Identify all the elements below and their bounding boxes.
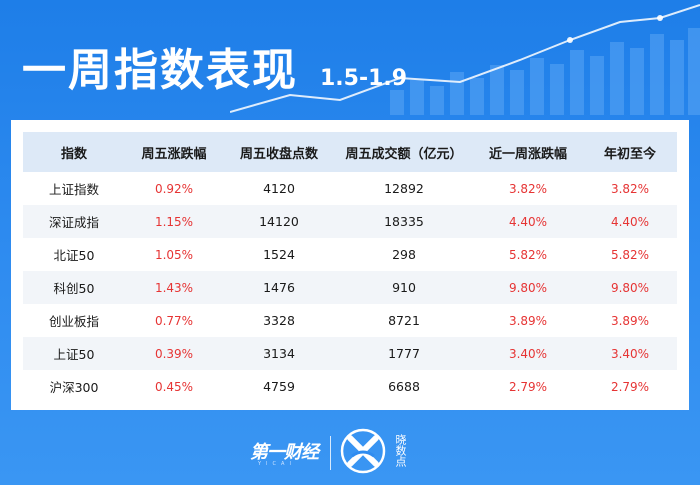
cell-index-name: 深证成指 bbox=[23, 205, 125, 238]
cell-fri-turnover: 18335 bbox=[335, 205, 473, 238]
cell-fri-change: 1.05% bbox=[154, 247, 194, 262]
index-performance-table: 指数 周五涨跌幅 周五收盘点数 周五成交额（亿元） 近一周涨跌幅 年初至今 上证… bbox=[23, 132, 677, 403]
column-header-index: 指数 bbox=[23, 132, 125, 172]
cell-fri-close: 3134 bbox=[223, 337, 335, 370]
cell-week-change: 9.80% bbox=[473, 271, 583, 304]
cell-fri-close: 14120 bbox=[223, 205, 335, 238]
column-header-ytd: 年初至今 bbox=[583, 132, 677, 172]
table-row: 科创50 1.43% 1476 910 9.80% 9.80% bbox=[23, 271, 677, 304]
cell-fri-turnover: 1777 bbox=[335, 337, 473, 370]
cell-index-name: 科创50 bbox=[23, 271, 125, 304]
column-header-fri-turnover: 周五成交额（亿元） bbox=[335, 132, 473, 172]
cell-fri-turnover: 8721 bbox=[388, 313, 420, 328]
cell-ytd: 4.40% bbox=[583, 205, 677, 238]
table-row: 上证指数 0.92% 4120 12892 3.82% 3.82% bbox=[23, 172, 677, 205]
cell-fri-close: 4120 bbox=[263, 181, 295, 196]
cell-index-name: 北证50 bbox=[53, 248, 95, 263]
column-header-week-change: 近一周涨跌幅 bbox=[473, 132, 583, 172]
decorative-trend-line bbox=[230, 4, 700, 113]
cell-ytd: 3.40% bbox=[583, 337, 677, 370]
table-row: 沪深300 0.45% 4759 6688 2.79% 2.79% bbox=[23, 370, 677, 403]
xiaoshudian-logo-icon bbox=[340, 428, 386, 474]
cell-ytd: 3.89% bbox=[610, 313, 650, 328]
cell-week-change: 4.40% bbox=[473, 205, 583, 238]
cell-fri-change: 0.77% bbox=[154, 313, 194, 328]
footer-brand-bar: 第一财经 YICAI 晓数点 bbox=[0, 418, 700, 485]
footer-divider bbox=[330, 436, 331, 470]
decorative-bar-graphic bbox=[390, 28, 700, 115]
cell-index-name: 沪深300 bbox=[49, 380, 99, 395]
cell-week-change: 3.89% bbox=[508, 313, 548, 328]
cell-fri-turnover: 12892 bbox=[384, 181, 424, 196]
cell-index-name: 上证指数 bbox=[48, 182, 99, 197]
cell-fri-turnover: 6688 bbox=[388, 379, 420, 394]
cell-week-change: 3.82% bbox=[508, 181, 548, 196]
index-table-card: 指数 周五涨跌幅 周五收盘点数 周五成交额（亿元） 近一周涨跌幅 年初至今 上证… bbox=[11, 120, 689, 410]
column-header-fri-change: 周五涨跌幅 bbox=[125, 132, 223, 172]
cell-fri-change: 0.45% bbox=[154, 379, 194, 394]
column-header-fri-close: 周五收盘点数 bbox=[223, 132, 335, 172]
cell-week-change: 5.82% bbox=[508, 247, 548, 262]
cell-fri-close: 4759 bbox=[263, 379, 295, 394]
date-range: 1.5-1.9 bbox=[320, 66, 408, 91]
cell-fri-change: 0.92% bbox=[154, 181, 194, 196]
cell-fri-turnover: 298 bbox=[392, 247, 416, 262]
cell-week-change: 2.79% bbox=[508, 379, 548, 394]
cell-fri-turnover: 910 bbox=[335, 271, 473, 304]
table-row: 深证成指 1.15% 14120 18335 4.40% 4.40% bbox=[23, 205, 677, 238]
cell-fri-close: 1476 bbox=[223, 271, 335, 304]
table-header-row: 指数 周五涨跌幅 周五收盘点数 周五成交额（亿元） 近一周涨跌幅 年初至今 bbox=[23, 132, 677, 172]
cell-fri-change: 1.43% bbox=[125, 271, 223, 304]
xiaoshudian-logo-text: 晓数点 bbox=[394, 434, 407, 467]
cell-index-name: 上证50 bbox=[23, 337, 125, 370]
cell-fri-change: 0.39% bbox=[125, 337, 223, 370]
table-row: 北证50 1.05% 1524 298 5.82% 5.82% bbox=[23, 238, 677, 271]
cell-ytd: 2.79% bbox=[610, 379, 650, 394]
cell-week-change: 3.40% bbox=[473, 337, 583, 370]
cell-ytd: 9.80% bbox=[583, 271, 677, 304]
cell-fri-close: 1524 bbox=[263, 247, 295, 262]
header: 一周指数表现 1.5-1.9 bbox=[22, 34, 407, 98]
cell-index-name: 创业板指 bbox=[48, 314, 99, 329]
table-row: 创业板指 0.77% 3328 8721 3.89% 3.89% bbox=[23, 304, 677, 337]
yicai-logo-sub: YICAI bbox=[258, 461, 296, 467]
table-row: 上证50 0.39% 3134 1777 3.40% 3.40% bbox=[23, 337, 677, 370]
yicai-logo: 第一财经 bbox=[250, 442, 319, 463]
page-title: 一周指数表现 bbox=[22, 45, 298, 96]
cell-fri-change: 1.15% bbox=[125, 205, 223, 238]
cell-fri-close: 3328 bbox=[263, 313, 295, 328]
cell-ytd: 5.82% bbox=[610, 247, 650, 262]
cell-ytd: 3.82% bbox=[610, 181, 650, 196]
